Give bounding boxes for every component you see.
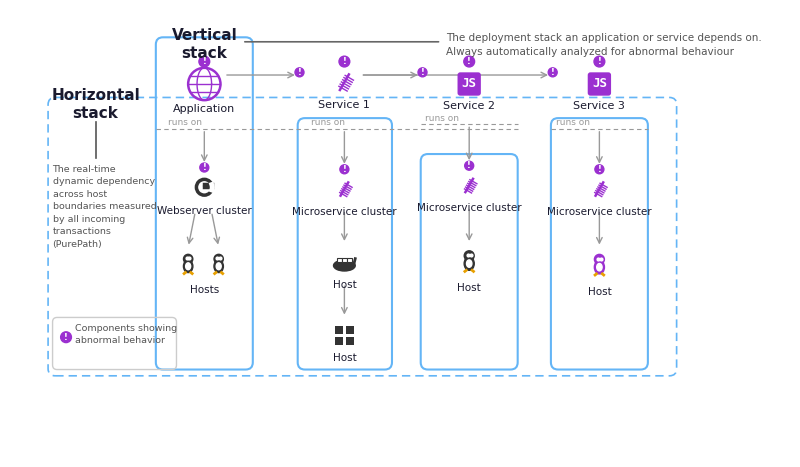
Text: !: ! [342,57,346,66]
FancyBboxPatch shape [347,258,352,262]
Text: The real-time
dynamic dependency
across host
boundaries measured
by all incoming: The real-time dynamic dependency across … [53,165,156,249]
Ellipse shape [334,260,355,271]
Text: Service 3: Service 3 [574,101,626,111]
Text: !: ! [202,163,206,172]
Circle shape [199,56,210,67]
Ellipse shape [594,261,605,274]
Text: runs on: runs on [425,113,459,123]
Text: Hosts: Hosts [190,285,219,295]
Ellipse shape [597,263,602,271]
FancyBboxPatch shape [346,325,354,334]
Text: Service 2: Service 2 [443,101,495,111]
Ellipse shape [216,263,221,270]
Text: Vertical
stack: Vertical stack [171,28,237,61]
FancyBboxPatch shape [588,72,611,96]
Text: Host: Host [333,354,356,363]
Text: !: ! [342,165,346,174]
Circle shape [465,161,474,170]
Text: !: ! [202,57,206,66]
Circle shape [464,251,474,261]
Text: !: ! [467,57,471,66]
Text: Horizontal
stack: Horizontal stack [51,88,140,121]
Circle shape [340,165,349,174]
Text: Microservice cluster: Microservice cluster [417,204,522,213]
Circle shape [594,56,605,67]
Text: JS: JS [462,78,477,91]
Text: !: ! [598,57,602,66]
Circle shape [594,255,604,264]
Text: Host: Host [587,287,611,297]
Ellipse shape [186,263,190,270]
Circle shape [214,255,223,264]
Text: JS: JS [592,78,607,91]
Text: Microservice cluster: Microservice cluster [292,207,397,217]
Circle shape [200,163,209,172]
Circle shape [595,165,604,174]
Circle shape [548,68,557,77]
FancyBboxPatch shape [338,258,342,262]
Text: Host: Host [458,283,481,293]
Circle shape [418,68,427,77]
Circle shape [183,255,193,264]
Text: !: ! [64,333,68,342]
Text: Host: Host [333,280,356,290]
Text: Webserver cluster: Webserver cluster [157,206,252,216]
FancyBboxPatch shape [458,72,481,96]
Circle shape [464,56,474,67]
Text: !: ! [598,165,602,174]
Text: runs on: runs on [167,118,202,127]
Circle shape [339,56,350,67]
Text: !: ! [421,68,425,77]
Text: Application: Application [173,104,235,114]
Text: Components showing
abnormal behavior: Components showing abnormal behavior [75,324,177,345]
Text: runs on: runs on [556,118,590,127]
Ellipse shape [464,257,474,270]
Text: !: ! [298,68,302,77]
Text: Microservice cluster: Microservice cluster [547,207,652,217]
FancyBboxPatch shape [334,337,343,345]
FancyBboxPatch shape [342,258,346,262]
Text: The deployment stack an application or service depends on.
Always automatically : The deployment stack an application or s… [446,33,762,57]
Text: Service 1: Service 1 [318,100,370,110]
Text: !: ! [467,161,471,170]
Text: runs on: runs on [311,118,345,127]
FancyBboxPatch shape [334,325,343,334]
FancyBboxPatch shape [346,337,354,345]
Circle shape [295,68,304,77]
Text: !: ! [550,68,554,77]
Circle shape [61,332,71,343]
Ellipse shape [466,260,472,267]
Ellipse shape [183,260,193,273]
Ellipse shape [214,260,223,273]
